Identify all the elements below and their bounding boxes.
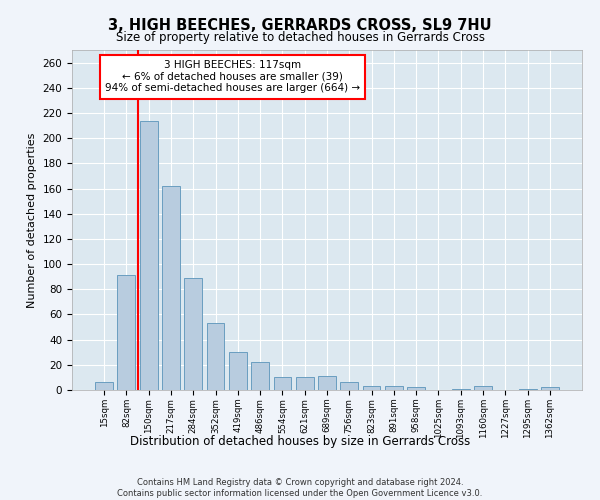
Bar <box>140 120 158 390</box>
Bar <box>318 376 336 390</box>
Y-axis label: Number of detached properties: Number of detached properties <box>27 132 37 308</box>
Text: Distribution of detached houses by size in Gerrards Cross: Distribution of detached houses by size … <box>130 435 470 448</box>
Bar <box>184 278 202 390</box>
Bar <box>118 276 136 390</box>
Bar <box>229 352 247 390</box>
Bar <box>296 378 314 390</box>
Bar <box>340 382 358 390</box>
Text: Contains HM Land Registry data © Crown copyright and database right 2024.
Contai: Contains HM Land Registry data © Crown c… <box>118 478 482 498</box>
Bar <box>274 378 292 390</box>
Bar <box>518 388 536 390</box>
Text: 3, HIGH BEECHES, GERRARDS CROSS, SL9 7HU: 3, HIGH BEECHES, GERRARDS CROSS, SL9 7HU <box>108 18 492 32</box>
Bar <box>251 362 269 390</box>
Text: 3 HIGH BEECHES: 117sqm
← 6% of detached houses are smaller (39)
94% of semi-deta: 3 HIGH BEECHES: 117sqm ← 6% of detached … <box>105 60 360 94</box>
Bar <box>407 388 425 390</box>
Bar <box>362 386 380 390</box>
Bar <box>95 382 113 390</box>
Bar <box>162 186 180 390</box>
Text: Size of property relative to detached houses in Gerrards Cross: Size of property relative to detached ho… <box>115 31 485 44</box>
Bar <box>474 386 492 390</box>
Bar <box>206 324 224 390</box>
Bar <box>385 386 403 390</box>
Bar <box>541 388 559 390</box>
Bar <box>452 388 470 390</box>
